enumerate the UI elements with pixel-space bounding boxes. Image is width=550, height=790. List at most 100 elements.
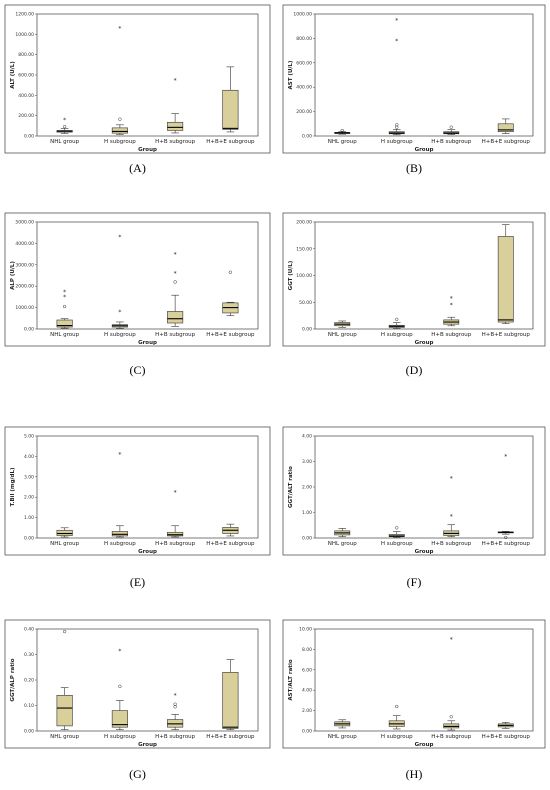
box-1: [334, 719, 351, 729]
outlier-circle: [395, 704, 399, 709]
chart-panel-2: 0.00 200.00 400.00 600.00 800.00 1000.00 AST (…: [282, 4, 546, 154]
x-axis-title: Group: [415, 147, 434, 153]
outlier-circle: [395, 125, 399, 129]
chart-panel-6: 0.00 1.00 2.00 3.00 4.00 GGT/ALT ratio Group NH…: [282, 426, 546, 556]
x-category-label: H+B+E subgroup: [206, 734, 255, 740]
y-tick-label: 4.00: [302, 434, 312, 440]
x-category-label: H subgroup: [381, 139, 413, 145]
plot-area: [314, 628, 534, 732]
y-tick-label: 0.40: [24, 627, 34, 633]
panel-label: (D): [406, 363, 423, 377]
box-1: [334, 320, 351, 328]
box-2: [388, 317, 405, 329]
y-axis-title: GGT/ALT ratio: [288, 466, 294, 508]
outlier-circle: [340, 128, 344, 133]
extreme-outlier-star: *: [174, 693, 177, 700]
box-3: **: [443, 296, 460, 327]
extreme-outlier-star: *: [174, 271, 177, 278]
x-category-label: H+B subgroup: [155, 734, 196, 740]
outlier-circle: [173, 702, 177, 706]
iqr-box: [111, 127, 128, 134]
box-4: [222, 66, 239, 133]
y-tick-label: 0.00: [24, 729, 34, 735]
iqr-box: [167, 311, 184, 324]
x-category-label: NHL group: [328, 734, 358, 740]
extreme-outlier-star: *: [450, 475, 453, 482]
x-category-label: H+B subgroup: [431, 734, 472, 740]
x-category-label: H+B+E subgroup: [482, 332, 531, 338]
box-1: [334, 528, 351, 538]
panel-frame: [4, 212, 271, 347]
y-tick-label: 5.00: [24, 434, 34, 440]
chart-panel-5: 0.00 1.00 2.00 3.00 4.00 5.00 T.Bil (mg/dL) Gro…: [4, 426, 271, 556]
outlier-circle: [118, 684, 122, 689]
extreme-outlier-star: *: [118, 309, 121, 316]
extreme-outlier-star: *: [450, 514, 453, 521]
box-2: [388, 526, 405, 538]
box-4: *: [497, 454, 514, 540]
y-axis-title: AST (U/L): [288, 60, 294, 89]
extreme-outlier-star: *: [118, 234, 121, 241]
extreme-outlier-star: *: [450, 302, 453, 309]
x-category-label: H+B+E subgroup: [206, 332, 255, 338]
x-axis-title: Group: [138, 742, 157, 748]
iqr-box: [222, 89, 239, 130]
extreme-outlier-star: *: [450, 296, 453, 303]
iqr-box: [56, 319, 73, 328]
y-axis-title: AST/ALT ratio: [288, 659, 294, 700]
outlier-circle: [449, 715, 453, 719]
x-axis-title: Group: [138, 147, 157, 153]
extreme-outlier-star: *: [63, 117, 66, 124]
y-tick-label: 1.00: [302, 510, 312, 516]
outlier-circle: [118, 117, 122, 121]
x-axis-title: Group: [138, 549, 157, 555]
box-3: **: [443, 475, 460, 538]
extreme-outlier-star: *: [63, 294, 66, 301]
y-tick-label: 4000.00: [15, 241, 34, 247]
y-tick-label: 5000.00: [15, 220, 34, 226]
y-tick-label: 2.00: [24, 495, 34, 501]
x-category-label: H+B+E subgroup: [482, 734, 531, 740]
box-4: [497, 118, 514, 134]
y-tick-label: 1.00: [24, 515, 34, 521]
y-tick-label: 10.00: [299, 627, 312, 633]
y-tick-label: 200.00: [296, 220, 312, 226]
box-2: **: [111, 234, 128, 329]
y-tick-label: 0.00: [24, 134, 34, 140]
box-2: *: [111, 648, 128, 731]
x-category-label: H+B subgroup: [155, 332, 196, 338]
panel-label: (E): [130, 575, 145, 589]
panel-frame: [282, 212, 546, 347]
outlier-circle: [173, 280, 177, 284]
box-3: **: [167, 251, 184, 327]
iqr-box: [111, 531, 128, 537]
y-tick-label: 2.00: [302, 708, 312, 714]
y-axis-title: ALP (U/L): [10, 261, 16, 290]
y-tick-label: 2000.00: [15, 284, 34, 290]
y-tick-label: 0.00: [24, 536, 34, 542]
x-category-label: H+B+E subgroup: [206, 139, 255, 145]
y-tick-label: 100.00: [296, 273, 312, 279]
iqr-box: [497, 123, 514, 133]
x-category-label: H+B subgroup: [155, 139, 196, 145]
y-tick-label: 0.20: [24, 678, 34, 684]
box-3: *: [443, 636, 460, 731]
extreme-outlier-star: *: [395, 17, 398, 24]
x-category-label: NHL group: [50, 332, 80, 338]
y-tick-label: 400.00: [296, 85, 312, 91]
x-category-label: H+B+E subgroup: [482, 541, 531, 547]
box-1: [334, 128, 351, 135]
extreme-outlier-star: *: [174, 77, 177, 84]
box-4: [222, 270, 239, 317]
panel-label: (A): [129, 161, 146, 175]
x-category-label: H subgroup: [381, 734, 413, 740]
y-tick-label: 0.00: [24, 327, 34, 333]
y-tick-label: 600.00: [296, 60, 312, 66]
y-tick-label: 4.00: [24, 454, 34, 460]
box-3: [443, 125, 460, 135]
panel-label: (B): [406, 161, 422, 175]
x-category-label: H+B subgroup: [431, 139, 472, 145]
x-axis-title: Group: [415, 549, 434, 555]
chart-panel-3: 0.00 1000.00 2000.00 3000.00 4000.00 5000.00 A…: [4, 212, 271, 347]
